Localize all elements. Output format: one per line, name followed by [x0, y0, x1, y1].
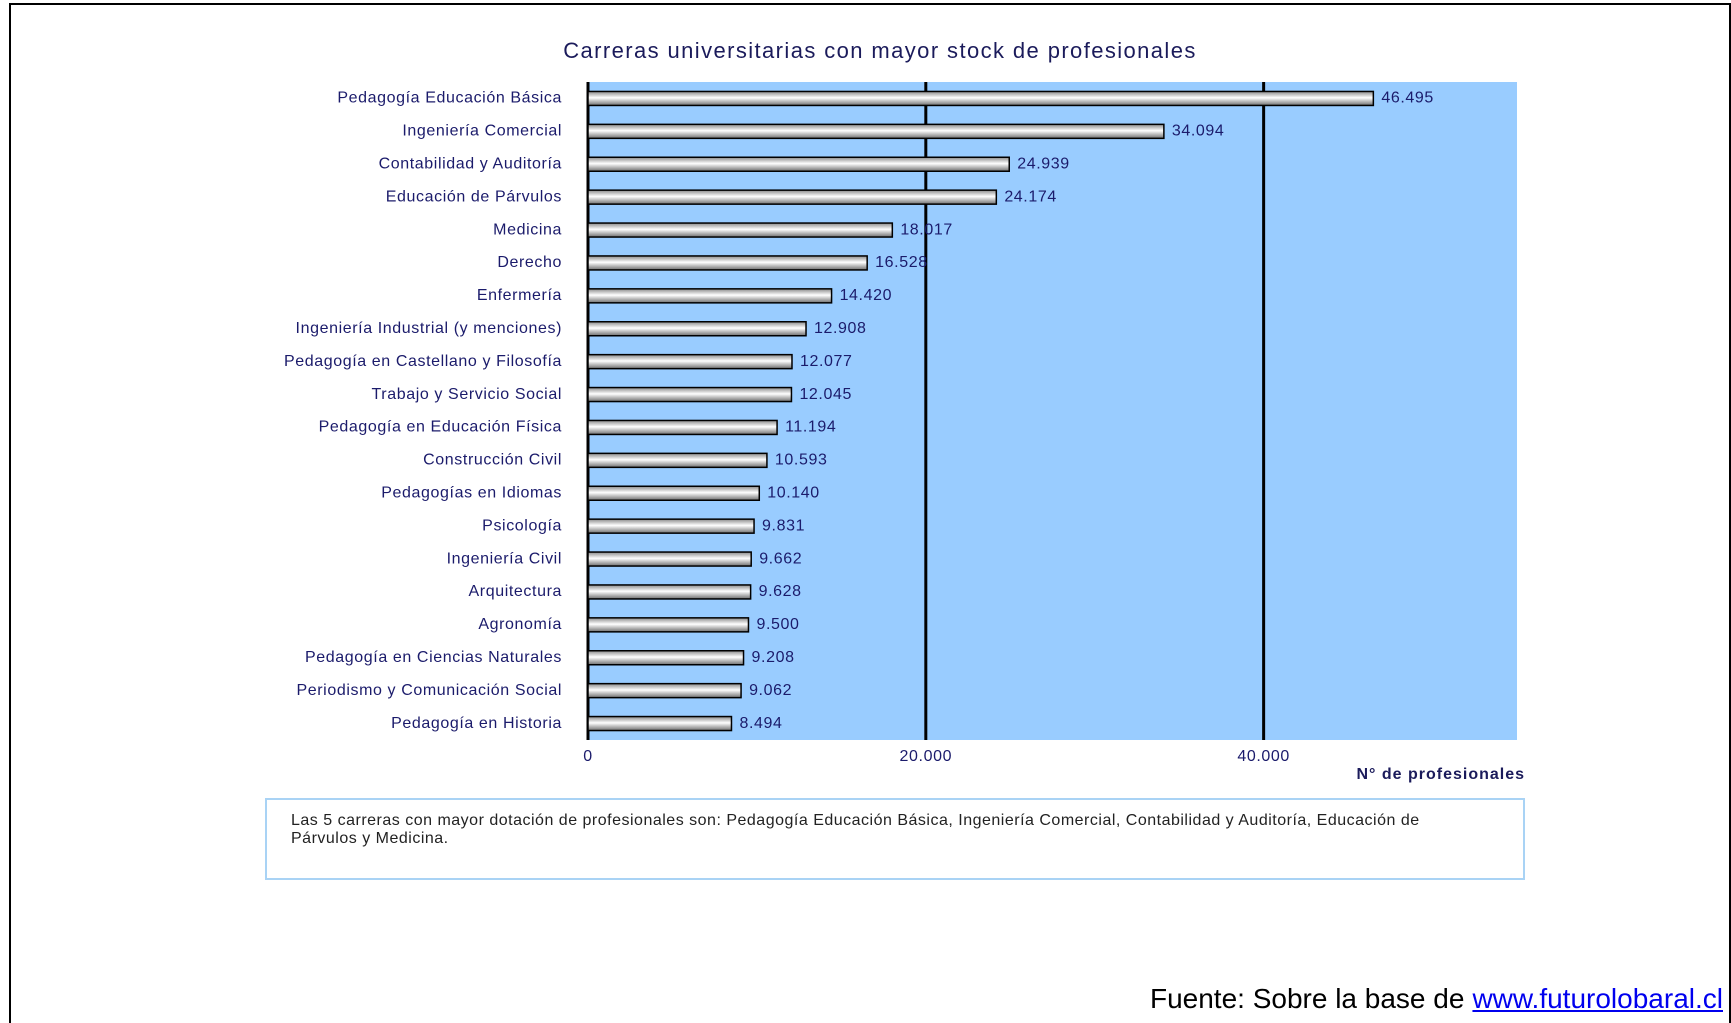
- note-box: Las 5 carreras con mayor dotación de pro…: [265, 798, 1525, 880]
- y-tick-label: Ingeniería Comercial: [402, 123, 562, 140]
- data-label: 9.208: [752, 649, 795, 666]
- frame: [9, 3, 1731, 1023]
- data-label: 9.500: [756, 616, 799, 633]
- data-label: 12.077: [800, 353, 853, 370]
- y-tick-label: Agronomía: [478, 616, 562, 633]
- bar: [587, 518, 755, 534]
- y-tick-label: Contabilidad y Auditoría: [379, 155, 562, 172]
- data-label: 8.494: [739, 715, 782, 732]
- bar: [587, 452, 768, 469]
- y-tick-label: Construcción Civil: [423, 452, 562, 469]
- note-text: Las 5 carreras con mayor dotación de pro…: [291, 812, 1420, 847]
- bar: [587, 386, 793, 403]
- data-label: 24.939: [1017, 155, 1070, 172]
- data-label: 12.908: [814, 320, 867, 337]
- data-label: 16.528: [875, 254, 928, 271]
- x-tick-label: 20.000: [900, 748, 953, 765]
- y-tick-label: Pedagogías en Idiomas: [381, 484, 562, 501]
- x-axis-label: N° de profesionales: [1356, 766, 1525, 783]
- bar: [587, 353, 793, 370]
- y-tick-label: Psicología: [482, 517, 562, 534]
- bar: [587, 222, 894, 238]
- source-text: Fuente: Sobre la base de: [1149, 983, 1465, 1014]
- data-label: 9.062: [749, 682, 792, 699]
- y-tick-label: Enfermería: [477, 287, 562, 304]
- data-label: 10.140: [767, 484, 820, 501]
- data-label: 9.662: [759, 550, 802, 567]
- y-tick-label: Ingeniería Industrial (y menciones): [296, 320, 562, 337]
- data-label: 46.495: [1381, 90, 1434, 107]
- data-label: 9.831: [762, 517, 805, 534]
- data-label: 14.420: [840, 287, 893, 304]
- bar: [587, 255, 868, 271]
- y-tick-label: Educación de Párvulos: [386, 188, 562, 205]
- data-label: 11.194: [785, 419, 836, 436]
- y-tick-label: Pedagogía en Castellano y Filosofía: [284, 353, 562, 370]
- chart-title: Carreras universitarias con mayor stock …: [563, 38, 1197, 63]
- y-tick-label: Trabajo y Servicio Social: [372, 386, 562, 403]
- y-tick-label: Pedagogía en Ciencias Naturales: [305, 649, 562, 666]
- bar: [587, 419, 778, 436]
- bar: [587, 156, 1010, 172]
- bar: [587, 682, 742, 699]
- x-tick-label: 0: [583, 748, 593, 765]
- bar: [587, 485, 761, 501]
- y-tick-label: Pedagogía en Historia: [391, 715, 562, 732]
- y-tick-label: Pedagogía Educación Básica: [337, 90, 562, 107]
- bar: [587, 551, 752, 567]
- bar: [587, 650, 745, 666]
- plot-area: [588, 82, 1517, 740]
- data-label: 12.045: [799, 386, 852, 403]
- bar: [587, 617, 750, 633]
- y-tick-label: Pedagogía en Educación Física: [319, 419, 562, 436]
- bar: [587, 584, 752, 600]
- y-tick-label: Medicina: [493, 221, 562, 238]
- data-label: 24.174: [1004, 188, 1057, 205]
- source: Fuente: Sobre la base de www.futurolobara…: [1150, 983, 1723, 1015]
- bar: [587, 123, 1165, 140]
- x-tick-label: 40.000: [1237, 748, 1290, 765]
- bar: [587, 715, 733, 732]
- y-tick-label: Ingeniería Civil: [447, 550, 562, 567]
- y-tick-label: Derecho: [497, 254, 562, 271]
- y-tick-label: Periodismo y Comunicación Social: [296, 682, 562, 699]
- bar: [587, 288, 833, 304]
- data-label: 9.628: [759, 583, 802, 600]
- data-label: 10.593: [775, 452, 828, 469]
- source-link[interactable]: www.futurolobaral.cl: [1472, 983, 1723, 1014]
- bar: [587, 90, 1375, 107]
- data-label: 18.017: [900, 221, 953, 238]
- data-label: 34.094: [1172, 123, 1225, 140]
- y-tick-label: Arquitectura: [469, 583, 562, 600]
- bar: [587, 321, 807, 337]
- bar: [587, 189, 998, 205]
